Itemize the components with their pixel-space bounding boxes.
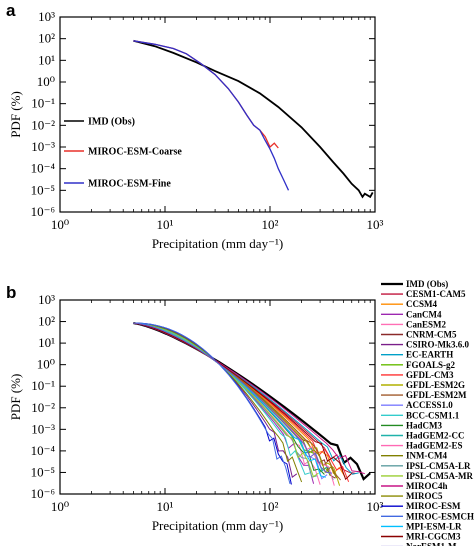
- x-tick-label: 10⁰: [51, 217, 69, 232]
- legend-entry: HadCM3: [406, 420, 443, 430]
- plot-frame: [59, 16, 376, 213]
- legend-entry: MIROC-ESM: [406, 501, 461, 511]
- y-axis-label: PDF (%): [8, 91, 23, 138]
- x-tick-label: 10³: [367, 499, 384, 514]
- x-axis-label: Precipitation (mm day⁻¹): [152, 518, 283, 533]
- legend-entry: IMD (Obs): [88, 117, 135, 128]
- legend-entry: FGOALS-g2: [406, 360, 456, 370]
- panel-label: a: [6, 1, 16, 20]
- series-line-noresm1-m: [133, 322, 333, 474]
- y-tick-label: 10⁻³: [31, 421, 55, 436]
- x-tick-label: 10²: [262, 499, 279, 514]
- y-tick-label: 10³: [38, 9, 55, 24]
- legend-entry: GFDL-CM3: [406, 370, 454, 380]
- legend-entry: BCC-CSM1.1: [406, 410, 460, 420]
- series-line-miroc-esm-coarse: [133, 40, 279, 149]
- x-tick-label: 10¹: [157, 217, 174, 232]
- legend-entry: GFDL-ESM2M: [406, 390, 467, 400]
- y-tick-label: 10⁻³: [31, 139, 55, 154]
- y-tick-label: 10⁰: [37, 357, 55, 372]
- x-tick-label: 10⁰: [51, 499, 69, 514]
- series-line-ipsl-cm5a-mr: [133, 322, 319, 478]
- series-line-ccsm4: [133, 322, 346, 478]
- legend-entry: CNRM-CM5: [406, 330, 457, 340]
- series-line-miroc-esm-fine: [133, 40, 290, 191]
- y-tick-label: 10¹: [38, 335, 55, 350]
- series-line-hadgem2-cc: [133, 322, 334, 480]
- y-tick-label: 10⁻²: [31, 400, 55, 415]
- y-tick-label: 10⁻⁴: [31, 161, 56, 176]
- series-line-canesm2: [133, 322, 321, 485]
- legend-entry: MIROC5: [406, 491, 443, 501]
- panel-b: b 10⁰ 10¹ 10² 10³ 10⁻⁶ 10⁻⁵ 10⁻⁴ 10⁻³ 10⁻² 10⁻¹ 10⁰…: [6, 279, 474, 546]
- legend-entry: INM-CM4: [406, 451, 447, 461]
- legend-entry: MIROC-ESMCHEM: [406, 511, 474, 521]
- legend-entry: HadGEM2-ES: [406, 441, 463, 451]
- x-tick-label: 10³: [367, 217, 384, 232]
- legend-entry: MIROC4h: [406, 481, 448, 491]
- y-tick-label: 10⁻⁵: [31, 464, 55, 479]
- series-line-cesm1-cam5: [133, 322, 356, 474]
- x-tick-label: 10²: [262, 217, 279, 232]
- y-tick-label: 10⁻⁶: [31, 486, 55, 501]
- y-tick-label: 10⁻¹: [31, 378, 55, 393]
- y-tick-label: 10⁻⁶: [31, 204, 55, 219]
- series-line-mri-cgcm3: [133, 322, 353, 481]
- legend-entry: IMD (Obs): [406, 279, 448, 289]
- x-tick-label: 10¹: [157, 499, 174, 514]
- x-axis-label: Precipitation (mm day⁻¹): [152, 236, 283, 251]
- y-tick-label: 10⁻²: [31, 117, 55, 132]
- legend-entry: MRI-CGCM3: [406, 532, 461, 542]
- y-tick-label: 10¹: [38, 52, 55, 67]
- y-tick-label: 10⁻¹: [31, 96, 55, 111]
- legend-entry: CanESM2: [406, 319, 447, 329]
- legend-entry: ACCESS1.0: [406, 400, 453, 410]
- panel-label: b: [6, 283, 16, 302]
- legend-entry: IPSL-CM5A-MR: [406, 471, 473, 481]
- legend-entry: IPSL-CM5A-LR: [406, 461, 471, 471]
- legend-entry: MIROC-ESM-Coarse: [88, 147, 182, 158]
- legend-entry: CanCM4: [406, 309, 442, 319]
- y-tick-label: 10⁻⁴: [31, 443, 56, 458]
- plot-frame: [59, 299, 376, 495]
- legend-entry: CESM1-CAM5: [406, 289, 466, 299]
- legend-entry: GFDL-ESM2G: [406, 380, 465, 390]
- legend-entry: CCSM4: [406, 299, 437, 309]
- legend-entry: MIROC-ESM-Fine: [88, 179, 171, 190]
- y-tick-label: 10⁻⁵: [31, 182, 55, 197]
- y-tick-label: 10²: [38, 31, 55, 46]
- legend-entry: EC-EARTH: [406, 350, 453, 360]
- series-line-imd-obs-: [133, 39, 374, 199]
- panel-a: a 10⁰ 10¹ 10² 10³ 10⁻⁶ 10⁻⁵ 10⁻⁴ 10⁻³ 10⁻² 10⁻¹ 10⁰…: [6, 1, 384, 251]
- y-tick-label: 10⁰: [37, 74, 55, 89]
- legend-entry: CSIRO-Mk3.6.0: [406, 340, 470, 350]
- series-line-cancm4: [133, 322, 315, 484]
- legend-entry: HadGEM2-CC: [406, 431, 465, 441]
- y-tick-label: 10³: [38, 292, 55, 307]
- series-line-miroc-esmchem: [133, 322, 291, 485]
- y-tick-label: 10²: [38, 314, 55, 329]
- y-axis-label: PDF (%): [8, 374, 23, 421]
- legend-entry: MPI-ESM-LR: [406, 521, 462, 531]
- legend-entry: NorESM1-M: [406, 542, 457, 546]
